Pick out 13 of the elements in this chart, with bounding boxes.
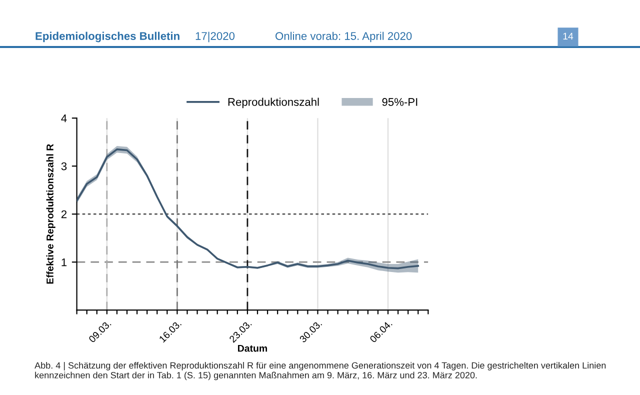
caption: Abb. 4 | Schätzung der effektiven Reproduktionszahl R für eine angenommene Generationszeit von 4 Tagen. Die gestrichelten vertikalen Linien kennzeichnen den Start der in Tab. 1 (S. 15) genannten Maßnahmen am 9. März, 16. März und 23. März 2020.: [34, 362, 606, 380]
text: Epidemiologisches Bulletin: [36, 32, 180, 42]
x-axis-title: Datum: [238, 344, 267, 352]
text: 14: [563, 32, 574, 40]
text: 95%-PI: [382, 98, 418, 106]
text: 17|2020: [196, 32, 235, 42]
y-tick-label: 3: [61, 162, 67, 170]
text: Online vorab: 15. April 2020: [276, 32, 412, 42]
y-tick-label: 1: [62, 258, 67, 266]
y-axis-title: Effektive Reproduktionszahl R: [46, 144, 56, 284]
legend-label: Reproduktionszahl: [228, 98, 319, 108]
y-tick-label: 4: [61, 114, 67, 122]
y-tick-label: 2: [61, 210, 67, 218]
